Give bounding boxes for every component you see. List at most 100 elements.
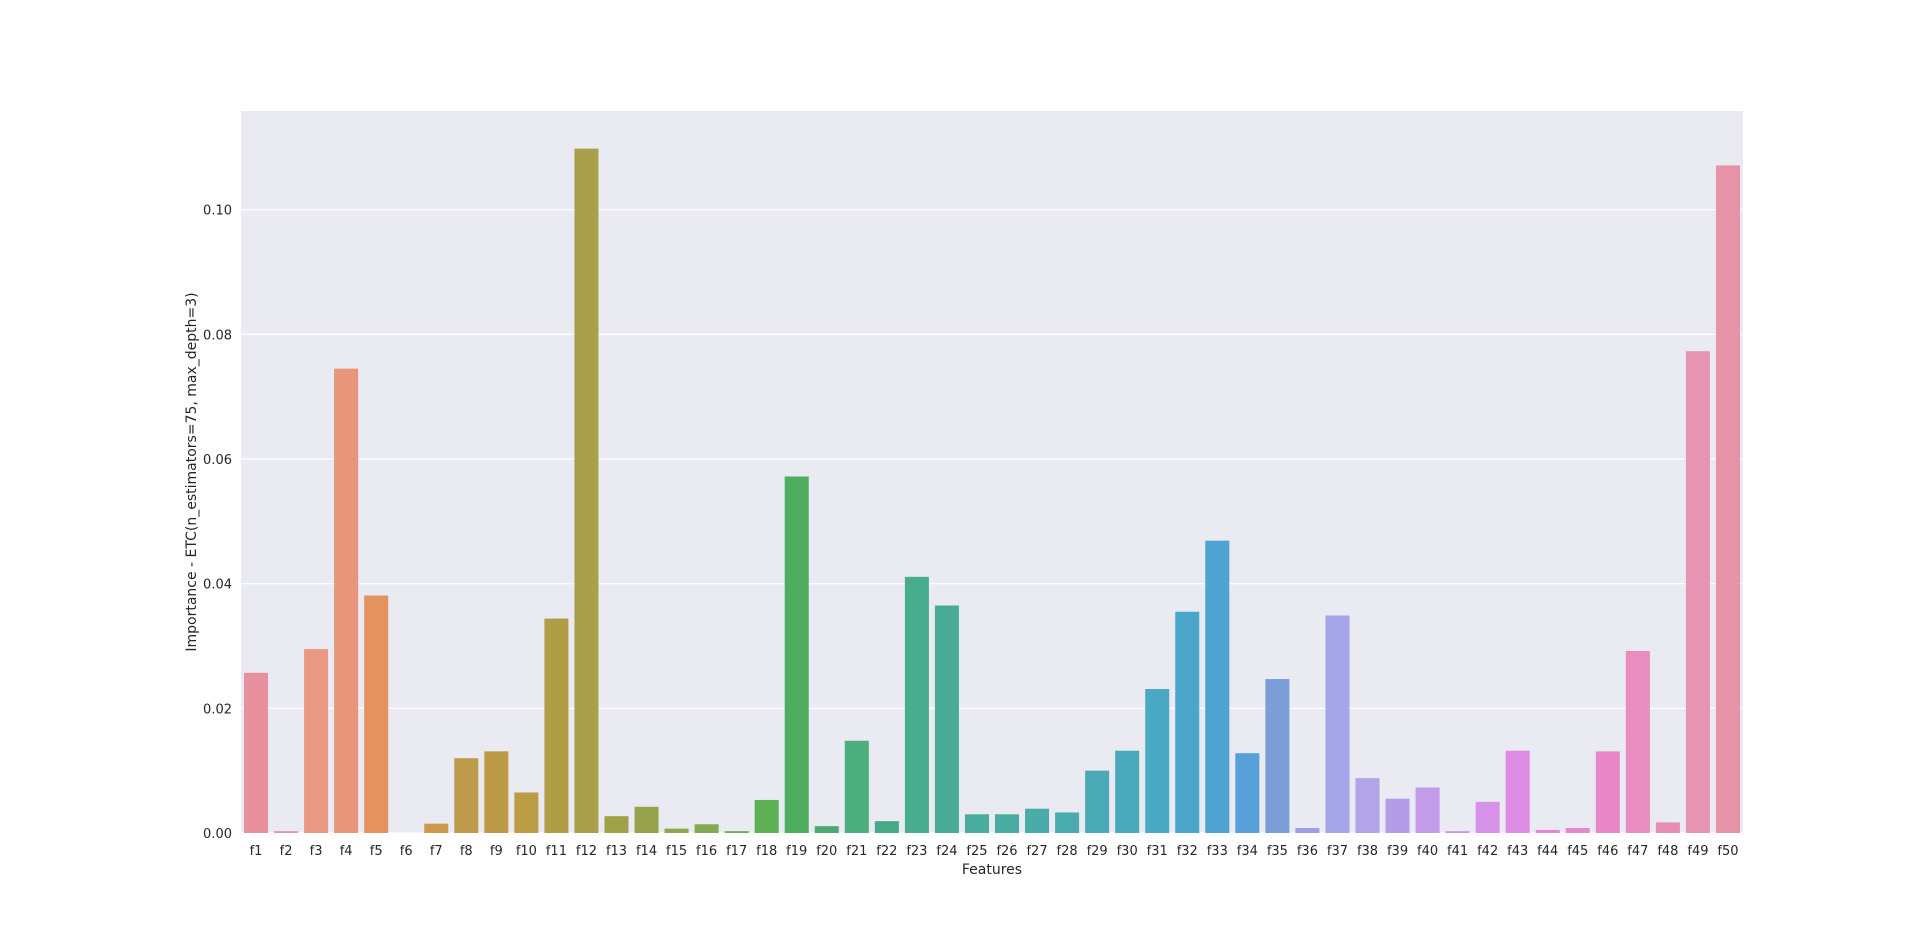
x-tick-label-f13: f13: [606, 844, 627, 859]
x-tick-label-f20: f20: [816, 844, 837, 859]
x-tick-label-f46: f46: [1597, 844, 1618, 859]
x-tick-label-f8: f8: [460, 844, 473, 859]
bar-f26: [995, 814, 1020, 833]
x-tick-label-f1: f1: [250, 844, 263, 859]
bar-f13: [604, 816, 629, 833]
bar-f34: [1235, 753, 1260, 833]
bar-f11: [544, 618, 569, 833]
bar-f48: [1655, 822, 1680, 833]
x-tick-label-f49: f49: [1687, 844, 1708, 859]
y-tick-label: 0.10: [203, 204, 232, 219]
x-tick-label-f28: f28: [1057, 844, 1078, 859]
x-tick-label-f24: f24: [936, 844, 957, 859]
x-tick-label-f2: f2: [280, 844, 293, 859]
x-tick-labels: f1 f2 f3 f4 f5 f6 f7 f8 f9 f10 f11 f12 f13 f14 f15 f16 f…: [250, 844, 1739, 859]
bar-f25: [964, 814, 989, 833]
bar-f17: [724, 831, 749, 833]
bar-f15: [664, 828, 689, 833]
x-tick-label-f43: f43: [1507, 844, 1528, 859]
x-tick-label-f12: f12: [576, 844, 597, 859]
y-tick-label: 0.02: [203, 702, 232, 717]
bar-f47: [1625, 650, 1650, 833]
x-tick-label-f38: f38: [1357, 844, 1378, 859]
bar-f35: [1265, 679, 1290, 833]
x-tick-label-f33: f33: [1207, 844, 1228, 859]
bar-f3: [304, 649, 329, 833]
x-tick-label-f22: f22: [876, 844, 897, 859]
bar-f5: [364, 595, 389, 833]
x-tick-label-f40: f40: [1417, 844, 1438, 859]
bar-f1: [244, 672, 269, 833]
y-tick-label: 0.06: [203, 453, 232, 468]
x-tick-label-f30: f30: [1117, 844, 1138, 859]
x-tick-label-f16: f16: [696, 844, 717, 859]
bars: [244, 148, 1740, 834]
bar-f12: [574, 148, 599, 834]
bar-f46: [1595, 751, 1620, 833]
bar-f42: [1475, 801, 1500, 833]
y-tick-label: 0.00: [203, 827, 232, 842]
bar-f2: [274, 831, 299, 833]
bar-f8: [454, 758, 479, 833]
x-tick-label-f41: f41: [1447, 844, 1468, 859]
bar-f18: [754, 799, 779, 833]
bar-f21: [844, 740, 869, 833]
bar-f33: [1205, 540, 1230, 833]
bar-f41: [1445, 831, 1470, 833]
x-tick-label-f19: f19: [786, 844, 807, 859]
bar-f36: [1295, 828, 1320, 833]
x-tick-label-f37: f37: [1327, 844, 1348, 859]
bar-f22: [874, 821, 899, 833]
bar-f44: [1535, 829, 1560, 833]
x-tick-label-f6: f6: [400, 844, 413, 859]
plot-background: [241, 111, 1743, 833]
y-tick-label: 0.04: [203, 578, 232, 593]
x-tick-label-f21: f21: [846, 844, 867, 859]
bar-f4: [334, 368, 359, 833]
bar-f40: [1415, 787, 1440, 833]
x-tick-label-f32: f32: [1177, 844, 1198, 859]
x-tick-label-f15: f15: [666, 844, 687, 859]
x-tick-label-f34: f34: [1237, 844, 1258, 859]
x-tick-label-f3: f3: [310, 844, 323, 859]
bar-f43: [1505, 750, 1530, 833]
x-tick-label-f42: f42: [1477, 844, 1498, 859]
x-tick-label-f45: f45: [1567, 844, 1588, 859]
x-tick-label-f17: f17: [726, 844, 747, 859]
x-tick-label-f39: f39: [1387, 844, 1408, 859]
x-tick-label-f14: f14: [636, 844, 657, 859]
x-tick-label-f7: f7: [430, 844, 443, 859]
x-tick-label-f48: f48: [1657, 844, 1678, 859]
bar-f10: [514, 792, 539, 833]
x-tick-label-f10: f10: [516, 844, 537, 859]
bar-f14: [634, 806, 659, 833]
bar-f16: [694, 824, 719, 833]
bar-f30: [1115, 750, 1140, 833]
x-tick-label-f36: f36: [1297, 844, 1318, 859]
bar-f28: [1055, 812, 1080, 833]
x-tick-label-f44: f44: [1537, 844, 1558, 859]
bar-f24: [934, 605, 959, 833]
x-tick-label-f25: f25: [966, 844, 987, 859]
bar-f45: [1565, 828, 1590, 833]
x-tick-label-f31: f31: [1147, 844, 1168, 859]
bar-f19: [784, 476, 809, 833]
bar-f31: [1145, 689, 1170, 833]
x-tick-label-f35: f35: [1267, 844, 1288, 859]
bar-f20: [814, 826, 839, 833]
x-tick-label-f29: f29: [1087, 844, 1108, 859]
bar-f32: [1175, 611, 1200, 833]
bar-f23: [904, 576, 929, 833]
x-tick-label-f11: f11: [546, 844, 567, 859]
x-tick-label-f5: f5: [370, 844, 383, 859]
x-tick-label-f50: f50: [1717, 844, 1738, 859]
bar-f39: [1385, 798, 1410, 833]
x-tick-label-f4: f4: [340, 844, 353, 859]
x-tick-label-f26: f26: [996, 844, 1017, 859]
y-tick-labels: 0.00 0.02 0.04 0.06 0.08 0.10: [203, 204, 232, 842]
x-axis-label: Features: [962, 862, 1022, 878]
bar-f7: [424, 823, 449, 833]
bar-f37: [1325, 615, 1350, 833]
x-tick-label-f9: f9: [490, 844, 503, 859]
